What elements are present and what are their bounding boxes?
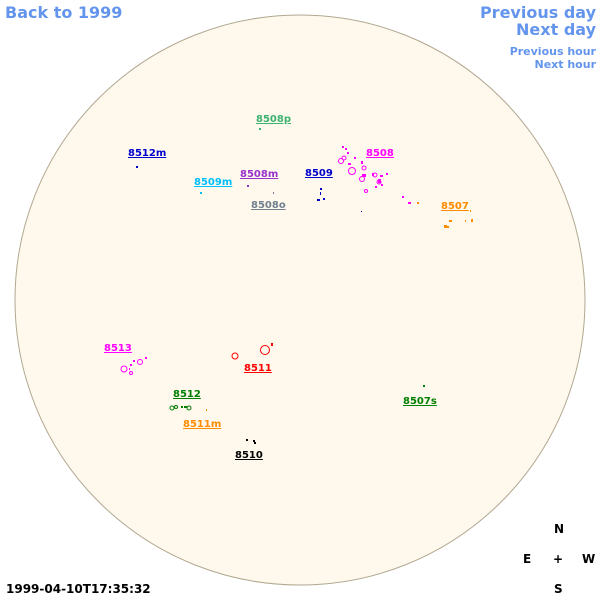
region-label-8508[interactable]: 8508 <box>366 148 394 159</box>
region-label-8512[interactable]: 8512 <box>173 389 201 400</box>
spots-8509 <box>317 188 362 212</box>
region-label-8510[interactable]: 8510 <box>235 450 263 461</box>
region-label-8512m[interactable]: 8512m <box>128 148 166 159</box>
next-day-link[interactable]: Next day <box>516 20 596 39</box>
region-label-8507s[interactable]: 8507s <box>403 396 437 407</box>
spots-8511 <box>231 343 273 360</box>
compass-center: + <box>553 552 564 566</box>
compass-west: W <box>582 552 596 566</box>
region-label-8511[interactable]: 8511 <box>244 363 272 374</box>
region-label-8507[interactable]: 8507 <box>441 201 469 212</box>
spots-8507 <box>417 202 473 228</box>
region-label-8513[interactable]: 8513 <box>104 343 132 354</box>
observation-timestamp: 1999-04-10T17:35:32 <box>6 582 151 596</box>
spots-8507s <box>423 385 425 387</box>
spots-8509m <box>200 192 202 194</box>
spots-8512m <box>136 166 138 168</box>
spots-8508p <box>259 128 261 130</box>
spots-8508-fill <box>342 146 411 204</box>
spots-8513-fill <box>129 357 147 370</box>
next-hour-link[interactable]: Next hour <box>534 58 597 71</box>
region-label-8508p[interactable]: 8508p <box>256 114 291 125</box>
spots-8511m <box>206 409 207 411</box>
spots-8510 <box>246 439 256 444</box>
back-to-year-link[interactable]: Back to 1999 <box>5 3 123 22</box>
compass-east: E <box>523 552 532 566</box>
compass-north: N <box>554 522 565 536</box>
spots-8512 <box>169 405 192 411</box>
region-label-8508o[interactable]: 8508o <box>251 200 286 211</box>
solar-disk <box>14 14 586 586</box>
region-label-8509m[interactable]: 8509m <box>194 177 232 188</box>
previous-hour-link[interactable]: Previous hour <box>509 45 596 58</box>
spots-8513 <box>120 359 143 375</box>
region-label-8511m[interactable]: 8511m <box>183 419 221 430</box>
region-label-8508m[interactable]: 8508m <box>240 169 278 180</box>
spots-8508o <box>273 192 274 194</box>
previous-day-link[interactable]: Previous day <box>479 3 596 22</box>
spots-8508m <box>247 185 249 187</box>
compass-south: S <box>554 582 563 596</box>
region-label-8509[interactable]: 8509 <box>305 168 333 179</box>
